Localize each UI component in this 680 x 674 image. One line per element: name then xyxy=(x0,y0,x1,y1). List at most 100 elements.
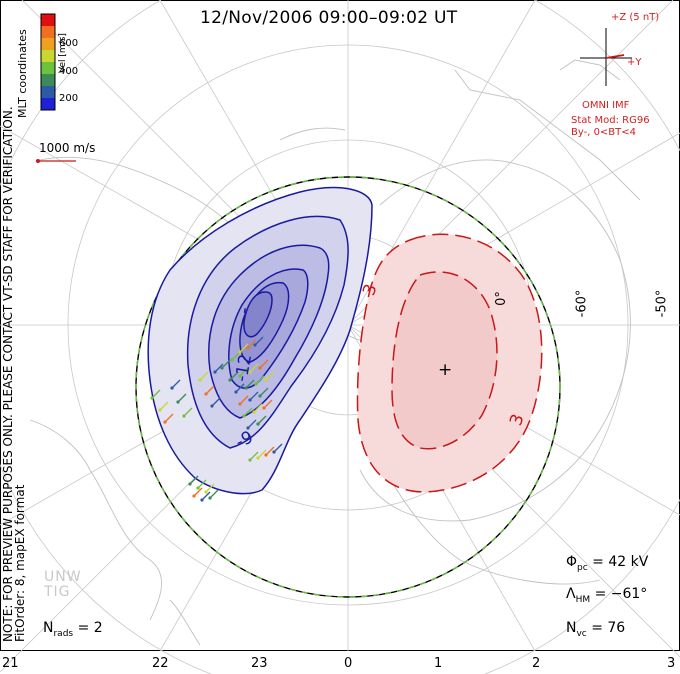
nvc-symbol: N xyxy=(566,620,577,636)
velocity-vector xyxy=(263,399,273,409)
velocity-vector xyxy=(177,393,187,403)
phi-sub: pc xyxy=(577,562,588,573)
imf-stat-mod: Stat Mod: RG96 xyxy=(571,115,650,126)
velocity-vector xyxy=(243,407,253,417)
velocity-vector-origin xyxy=(230,358,234,362)
velocity-vector-origin xyxy=(220,366,224,370)
nrads-stat: Nrads = 2 xyxy=(43,620,103,639)
velocity-vector xyxy=(151,389,161,399)
velocity-vector xyxy=(255,375,265,385)
velocity-vector xyxy=(164,413,174,423)
velocity-vector xyxy=(171,379,181,389)
velocity-vector-origin xyxy=(238,350,242,354)
lambda-stat: ΛHM = −61° xyxy=(566,586,647,605)
imf-source: OMNI IMF xyxy=(582,100,630,111)
velocity-vector-origin xyxy=(256,456,260,460)
velocity-vector xyxy=(183,407,193,417)
velocity-vector-origin xyxy=(262,406,266,410)
phi-symbol: Φ xyxy=(566,554,578,570)
velocity-vector xyxy=(257,449,267,459)
velocity-vector xyxy=(247,419,257,429)
velocity-vector xyxy=(221,359,231,369)
phi-value: = 42 kV xyxy=(592,554,649,570)
velocity-vector-origin xyxy=(208,496,212,500)
velocity-vector-origin xyxy=(253,343,257,347)
velocity-vector xyxy=(235,383,245,393)
coordinates-label: MLT coordinates xyxy=(16,29,29,118)
reference-vector-glyph xyxy=(36,159,76,163)
velocity-vector-origin xyxy=(264,378,268,382)
phi-stat: Φpc = 42 kV xyxy=(566,554,648,573)
velocity-vector-origin xyxy=(196,486,200,490)
velocity-vector-origin xyxy=(238,374,242,378)
velocity-vector-origin xyxy=(242,414,246,418)
nvc-stat: Nvc = 76 xyxy=(566,620,625,639)
watermark: UNW TIG xyxy=(44,570,82,600)
velocity-vector-origin xyxy=(272,450,276,454)
mlt-label-1: 1 xyxy=(434,656,443,671)
positive-cell xyxy=(356,233,543,493)
velocity-vector-origin xyxy=(246,346,250,350)
watermark-line2: TIG xyxy=(44,584,71,600)
velocity-vector xyxy=(214,363,224,373)
velocity-vector-origin xyxy=(248,398,252,402)
velocity-vector xyxy=(239,343,249,353)
velocity-vector-origin xyxy=(258,366,262,370)
lat-label-0: 0° xyxy=(493,291,509,306)
colorbar-frame xyxy=(40,13,56,111)
nvc-value: = 76 xyxy=(591,620,626,636)
velocity-vector-origin xyxy=(210,404,214,408)
imf-condition: By-, 0<BT<4 xyxy=(571,127,637,138)
watermark-line1: UNW xyxy=(44,569,82,585)
colorbar-swatch xyxy=(41,74,55,87)
velocity-vector-origin xyxy=(163,420,167,424)
velocity-vector-origin xyxy=(200,498,204,502)
velocity-vector xyxy=(265,446,275,456)
velocity-vector-origin xyxy=(246,426,250,430)
velocity-vector-origin xyxy=(264,453,268,457)
velocity-vector-origin xyxy=(213,370,217,374)
plot-title: 12/Nov/2006 09:00–09:02 UT xyxy=(200,8,458,28)
lat-label-minus50: -50° xyxy=(654,289,670,318)
velocity-vector xyxy=(205,483,215,493)
colorbar-swatch xyxy=(41,62,55,75)
velocity-vector-origin xyxy=(188,482,192,486)
velocity-vector xyxy=(201,491,211,501)
velocity-vector-origin xyxy=(256,422,260,426)
velocity-vector xyxy=(159,401,169,411)
velocity-vector xyxy=(249,451,259,461)
coastlines xyxy=(29,59,641,646)
velocity-vector xyxy=(254,336,264,346)
velocity-vector-origin xyxy=(228,378,232,382)
mlt-label-3: 3 xyxy=(667,656,676,671)
velocity-vector xyxy=(231,351,241,361)
colorbar-swatch xyxy=(41,14,55,27)
velocity-vector-origin xyxy=(238,402,242,406)
nvc-sub: vc xyxy=(576,628,587,639)
velocity-vector xyxy=(239,367,249,377)
colorbar-swatch xyxy=(41,38,55,51)
velocity-vector xyxy=(199,371,209,381)
velocity-vector-origin xyxy=(252,410,256,414)
velocity-vector-origin xyxy=(192,494,196,498)
velocity-vector-origin xyxy=(198,378,202,382)
velocity-vector xyxy=(229,371,239,381)
imf-z-label: +Z (5 nT) xyxy=(611,12,660,23)
mlt-label-23: 23 xyxy=(251,656,268,671)
velocity-vector-origin xyxy=(248,458,252,462)
velocity-vector-origin xyxy=(158,408,162,412)
velocity-vector xyxy=(257,415,267,425)
imf-y-label: +Y xyxy=(627,57,642,68)
velocity-vector xyxy=(205,385,215,395)
lambda-value: = −61° xyxy=(594,586,648,602)
colorbar-tick-200: 200 xyxy=(59,93,79,104)
colorbar-swatch xyxy=(41,26,55,39)
velocity-vector-origin xyxy=(204,490,208,494)
velocity-vector xyxy=(209,489,219,499)
colorbar-tick-400: 400 xyxy=(59,66,79,77)
velocity-vectors xyxy=(150,336,283,502)
velocity-vector xyxy=(193,487,203,497)
velocity-vector-origin xyxy=(248,370,252,374)
nrads-symbol: N xyxy=(43,620,54,636)
